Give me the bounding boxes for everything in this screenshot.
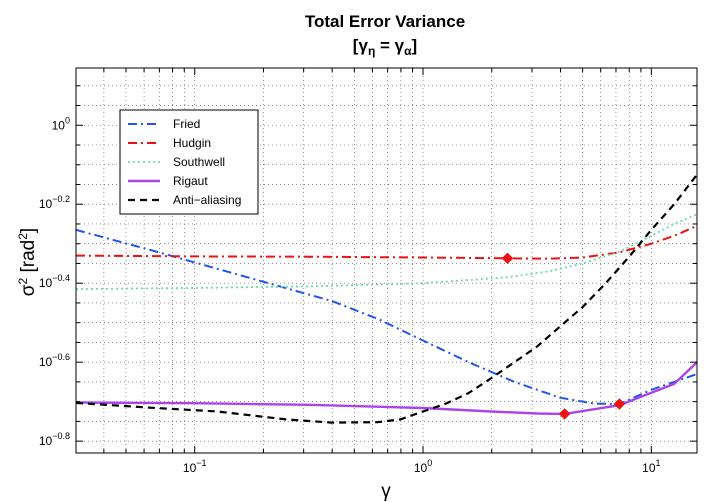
y-tick-label: 10−0.4 <box>39 273 70 290</box>
subtitle-gamma-alpha: γ <box>395 36 405 55</box>
y-tick-label-base: 10 <box>39 355 53 369</box>
x-tick-label-base: 10 <box>642 461 656 475</box>
y-tick-label-exp: −0.2 <box>52 194 70 204</box>
legend: Fried Hudgin Southwell Rigaut Anti−aliasing <box>119 109 259 215</box>
subtitle-gamma-eta: γ <box>358 36 368 55</box>
series-line-anti-aliasing <box>76 172 697 424</box>
legend-label: Rigaut <box>173 174 208 188</box>
y-tick-label-base: 10 <box>39 197 53 211</box>
subtitle-equals: = <box>375 36 394 55</box>
plot-frame <box>75 67 698 454</box>
x-axis-label: γ <box>381 481 391 502</box>
x-tick-label-exp: 0 <box>427 458 432 468</box>
y-label-unit-exp: 2 <box>16 233 30 240</box>
y-tick-label-exp: −0.4 <box>52 273 70 283</box>
y-tick-label: 10−0.2 <box>39 194 70 211</box>
y-tick-label: 10−0.8 <box>39 431 70 448</box>
y-tick-label: 100 <box>52 115 70 132</box>
y-tick-label-exp: −0.8 <box>52 431 70 441</box>
legend-label: Anti−aliasing <box>173 193 241 207</box>
x-tick-label-exp: 1 <box>656 458 661 468</box>
legend-label: Hudgin <box>173 136 211 150</box>
chart-title: Total Error Variance <box>305 12 465 31</box>
x-tick-label-exp: −1 <box>196 458 206 468</box>
y-label-sigma-exp: 2 <box>16 277 30 284</box>
series-line-southwell <box>76 213 697 290</box>
x-tick-label: 10−1 <box>183 458 207 475</box>
y-tick-label-base: 10 <box>39 276 53 290</box>
series-line-rigaut <box>76 360 697 416</box>
axis-ticks <box>76 68 697 453</box>
legend-label: Southwell <box>173 155 225 169</box>
series-line-hudgin <box>76 224 697 260</box>
y-axis-label: σ2 [rad2] <box>16 228 39 296</box>
subtitle-sub-alpha: α <box>404 44 412 58</box>
marker-hudgin <box>501 252 514 265</box>
y-label-unit-close: ] <box>18 228 39 233</box>
y-label-unit-open: [rad <box>18 240 39 278</box>
y-label-sigma: σ <box>18 284 39 296</box>
marker-rigaut <box>558 408 571 420</box>
y-tick-label-base: 10 <box>52 118 66 132</box>
x-tick-label-base: 10 <box>183 461 197 475</box>
x-tick-label: 100 <box>414 458 432 475</box>
series-markers <box>501 252 626 420</box>
subtitle-sub-eta: η <box>368 44 375 58</box>
y-tick-label-exp: −0.6 <box>52 352 70 362</box>
y-tick-label-exp: 0 <box>65 115 70 125</box>
chart-subtitle: [γη = γα] <box>353 36 417 58</box>
x-tick-label: 101 <box>642 458 660 475</box>
y-tick-label: 10−0.6 <box>39 352 70 369</box>
legend-label: Fried <box>173 117 200 131</box>
x-tick-label-base: 10 <box>414 461 428 475</box>
y-tick-label-base: 10 <box>39 434 53 448</box>
marker-fried <box>613 398 626 410</box>
